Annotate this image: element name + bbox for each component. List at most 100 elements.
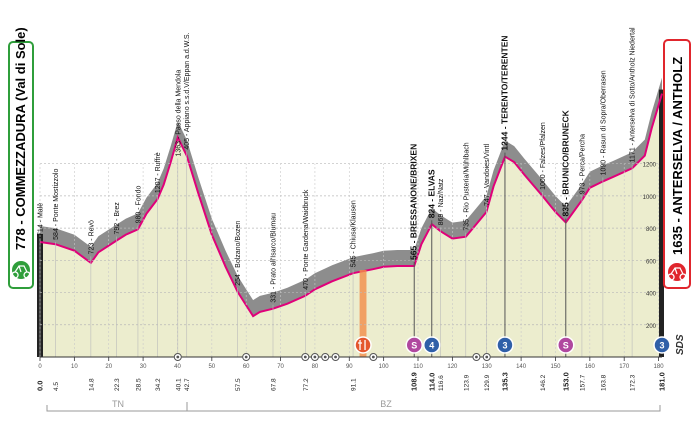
x-tick-label: 20 (105, 364, 112, 370)
info-point-icon-dot (334, 355, 337, 359)
waypoint-label: 254 - Bolzano/Bozen (235, 221, 242, 286)
marker-label: 4 (429, 341, 434, 351)
feed-zone (359, 270, 367, 357)
km-label: 172.3 (630, 374, 637, 391)
km-label: 22.3 (114, 378, 121, 391)
waypoint-label: 973 - Perca/Percha (579, 134, 586, 194)
km-label: 91.1 (351, 378, 358, 391)
markers-group: S 4 3 S 3 (173, 336, 671, 361)
waypoint-label: 835 - BRUNICO/BRUNECK (560, 109, 570, 216)
waypoint-label: 980 - Fondo (135, 186, 142, 224)
bike-icon (12, 261, 30, 279)
waypoint-label: 735 - Rio Pusteria/Mühlbach (463, 142, 470, 230)
x-tick-label: 80 (312, 364, 319, 370)
x-tick-label: 30 (140, 364, 147, 370)
y-tick-label: 200 (646, 324, 657, 330)
finish-label-box (663, 39, 691, 289)
waypoint-label: 545 - Chiusa/Klausen (351, 200, 358, 267)
waypoint-label: 1171 - Anterselva di Sotto/Antholz Niede… (630, 27, 637, 162)
marker-label: 3 (659, 341, 664, 351)
x-axis-group: 0 10 20 30 40 50 60 70 80 90 100 110 120 130 140 150 160… (36, 356, 667, 391)
marker-label: S (411, 341, 417, 351)
waypoint-label: 405 - Appiano s.s.d.V/Eppan a.d.W.S. (184, 32, 191, 149)
info-point-icon-dot (323, 355, 327, 359)
brand-logo: SDS (675, 334, 686, 355)
waypoint-label: 331 - Prato all'Isarco/Blumau (270, 213, 277, 303)
region-band: TN BZ (46, 399, 661, 412)
y-tick-label: 1000 (643, 195, 657, 201)
sprint-marker (405, 336, 423, 354)
x-tick-label: 120 (447, 364, 458, 370)
km-label: 146.2 (540, 374, 547, 391)
km-label: 57.5 (235, 378, 242, 391)
km-label: 123.9 (463, 374, 470, 391)
km-label: 0.0 (36, 381, 45, 391)
km-label: 67.8 (270, 378, 277, 391)
info-point-icon-dot (313, 355, 317, 359)
finish-label: 1635 - ANTERSELVA / ANTHOLZ (663, 39, 691, 289)
waypoint-label: 869 - Naz/Natz (438, 178, 445, 225)
km-label: 157.7 (579, 374, 586, 391)
waypoint-label: 1244 - TERENTO/TERENTEN (499, 35, 509, 150)
km-label: 14.8 (88, 378, 95, 391)
marker-label: 3 (502, 341, 507, 351)
feed-zone-icon (358, 340, 366, 350)
km-label: 40.1 (175, 378, 182, 391)
bike-icon-glyph (667, 267, 687, 281)
bike-icon (668, 263, 686, 281)
kom-marker (423, 336, 441, 354)
waypoint-label: 565 - BRESSANONE/BRIXEN (409, 144, 419, 260)
waypoint-label: 584 - Ponte Mostizzolo (53, 169, 60, 240)
waypoint-label: 1363 - Passo della Mendola (175, 70, 182, 157)
mountain-shade (40, 77, 662, 317)
km-label: 77.2 (303, 378, 310, 391)
x-tick-label: 180 (654, 364, 665, 370)
km-label: 42.7 (184, 378, 191, 391)
km-label: 108.9 (410, 372, 419, 391)
start-label-text: 778 - COMMEZZADURA (Val di Sole) (13, 27, 28, 250)
waypoint-label: 1090 - Rasun di Sopra/Oberrasen (600, 70, 607, 175)
x-tick-label: 100 (379, 364, 390, 370)
info-point-icon-dot (244, 355, 248, 359)
finish-label-text: 1635 - ANTERSELVA / ANTHOLZ (670, 57, 685, 255)
x-tick-label: 170 (619, 364, 630, 370)
kom-marker (653, 336, 671, 354)
waypoint-label: 723 - Revò (88, 220, 95, 254)
waypoint-label: 1207 - Ruffrè (155, 152, 162, 193)
info-point-icon-dot (485, 355, 489, 359)
x-tick-label: 70 (277, 364, 284, 370)
km-label: 116.6 (438, 375, 445, 391)
grid-group: 200 400 600 800 1000 1200 (39, 163, 659, 357)
x-tick-label: 140 (516, 364, 527, 370)
waypoint-labels-group: 714 - Malè 584 - Ponte Mostizzolo 723 - Re… (38, 27, 637, 357)
km-label: 129.9 (484, 374, 491, 391)
x-tick-label: 50 (208, 364, 215, 370)
feed-zone-marker (354, 336, 372, 354)
x-tick-label: 40 (174, 364, 181, 370)
km-label: 4.5 (53, 382, 60, 391)
x-tick-label: 150 (550, 364, 561, 370)
x-tick-label: 90 (346, 364, 353, 370)
km-label: 28.5 (135, 378, 142, 391)
bike-icon-glyph (11, 265, 31, 279)
x-tick-label: 160 (585, 364, 596, 370)
region-bracket (46, 405, 661, 412)
km-label: 163.8 (600, 374, 607, 391)
waypoint-label: 1000 - Falzes/Pfalzen (540, 122, 547, 190)
waypoint-label: 792 - Brez (114, 202, 121, 235)
marker-label: S (563, 341, 569, 351)
ground-fill (40, 93, 662, 357)
x-tick-label: 0 (38, 364, 42, 370)
region-bz: BZ (380, 399, 392, 409)
km-label: 181.0 (658, 372, 667, 391)
km-label: 34.2 (155, 378, 162, 391)
kom-marker (496, 336, 514, 354)
km-label: 114.0 (427, 373, 436, 391)
info-point-icon-dot (303, 355, 307, 359)
info-point-icon-dot (475, 355, 478, 359)
x-tick-label: 110 (413, 364, 423, 370)
y-tick-label: 1200 (643, 163, 657, 169)
x-tick-label: 60 (243, 364, 250, 370)
x-tick-label: 10 (71, 364, 78, 370)
